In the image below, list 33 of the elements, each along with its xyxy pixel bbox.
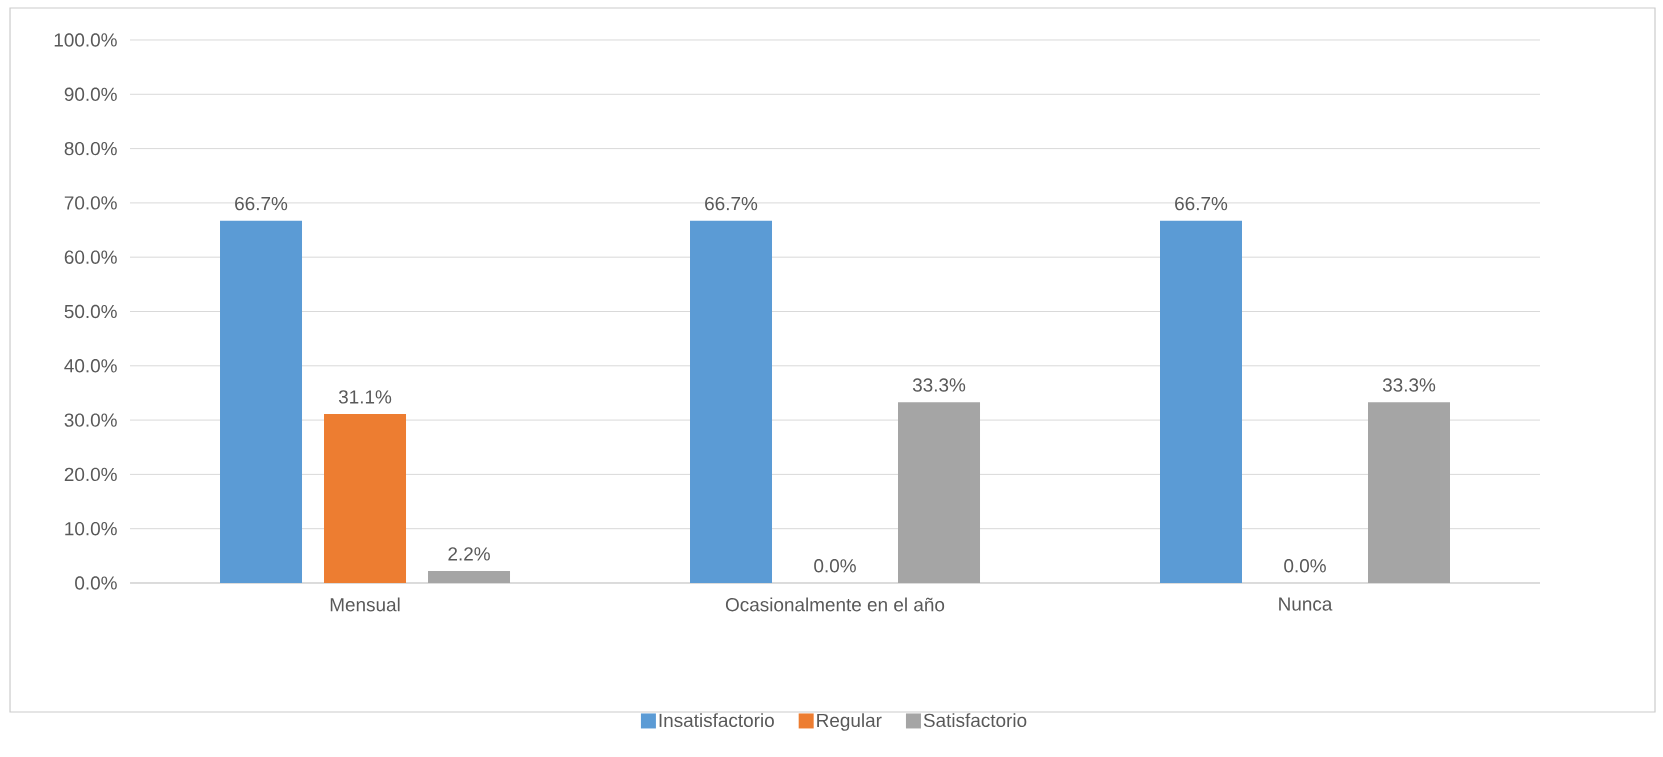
bar — [1368, 402, 1451, 583]
y-tick-label: 20.0% — [64, 467, 117, 482]
bar — [220, 220, 303, 583]
y-tick-label: 90.0% — [64, 87, 117, 101]
y-tick-label: 0.0% — [75, 576, 117, 590]
data-label: 31.1% — [338, 390, 392, 404]
x-tick-label: Mensual — [330, 597, 400, 612]
y-tick-label: 60.0% — [64, 250, 117, 264]
legend-label: Satisfactorio — [923, 713, 1027, 728]
y-tick-label: 50.0% — [64, 304, 117, 319]
data-label: 66.7% — [1175, 196, 1228, 211]
y-tick-label: 70.0% — [64, 196, 117, 210]
data-label: 33.3% — [1382, 378, 1436, 392]
data-label: 0.0% — [814, 559, 856, 573]
x-tick-label: Ocasionalmente en el año — [725, 597, 945, 612]
bar — [324, 414, 407, 583]
y-tick-label: 10.0% — [65, 521, 117, 536]
bar — [690, 220, 773, 583]
x-tick-label: Nunca — [1279, 597, 1333, 611]
data-label: 66.7% — [705, 196, 758, 211]
legend-label: Insatisfactorio — [659, 713, 774, 728]
data-label: 2.2% — [448, 547, 490, 561]
y-tick-label: 40.0% — [64, 359, 117, 373]
bar — [428, 571, 511, 583]
bar — [898, 402, 981, 583]
y-tick-label: 80.0% — [64, 141, 117, 156]
y-tick-label: 100.0% — [54, 33, 117, 47]
legend-label: Regular — [817, 713, 882, 731]
bar — [1160, 220, 1243, 583]
data-label: 66.7% — [235, 196, 288, 211]
data-label: 0.0% — [1284, 559, 1326, 573]
data-label: 33.3% — [912, 378, 966, 392]
y-tick-label: 30.0% — [64, 413, 117, 427]
